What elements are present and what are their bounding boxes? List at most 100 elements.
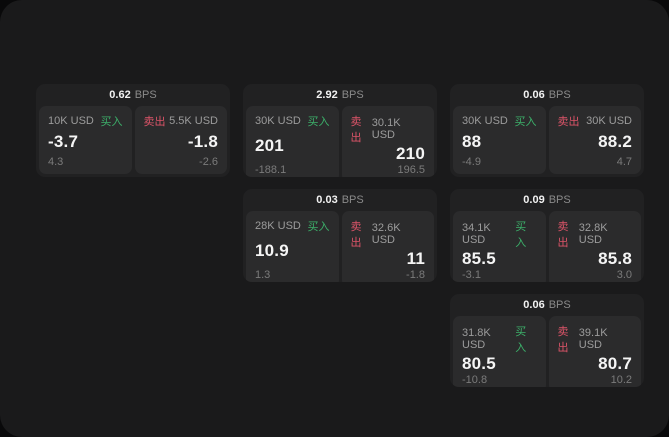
- buy-top-row: 30K USD 买入: [255, 113, 330, 129]
- buy-sub-value: -188.1: [255, 163, 287, 176]
- bps-unit-label: BPS: [341, 89, 364, 101]
- sell-price: 210: [396, 144, 425, 163]
- buy-price: 85.5: [462, 249, 496, 268]
- sell-panel[interactable]: 卖出 32.6K USD 11 -1.8: [341, 211, 434, 282]
- buy-amount: 28K USD: [255, 220, 301, 232]
- sell-amount: 39.1K USD: [578, 327, 608, 351]
- buy-top-row: 28K USD 买入: [255, 218, 330, 234]
- sell-price: 80.7: [598, 354, 632, 373]
- sell-side-label: 卖出: [557, 221, 569, 249]
- bps-value: 0.06: [523, 89, 545, 101]
- quote-card: 0.09 BPS 34.1K USD 买入 85.5 -3.1 卖出 32.8K…: [450, 189, 644, 282]
- bps-value: 2.92: [316, 89, 338, 101]
- buy-side-label: 买入: [514, 116, 537, 128]
- buy-side-label: 买入: [515, 221, 527, 249]
- quote-card: 0.06 BPS 31.8K USD 买入 80.5 -10.8 卖出 39.1…: [450, 294, 644, 387]
- sell-sub-value: 3.0: [616, 268, 632, 281]
- sell-amount: 30K USD: [586, 115, 632, 127]
- sell-sub-value: -1.8: [406, 268, 425, 281]
- quote-card: 0.62 BPS 10K USD 买入 -3.7 4.3 卖出 5.5K USD…: [36, 84, 230, 177]
- sell-panel[interactable]: 卖出 30K USD 88.2 4.7: [548, 106, 641, 174]
- panels: 30K USD 买入 201 -188.1 卖出 30.1K USD 210 1…: [243, 106, 437, 177]
- bps-unit-label: BPS: [548, 89, 571, 101]
- card-header: 2.92 BPS: [243, 84, 437, 106]
- card-header: 0.06 BPS: [450, 294, 644, 316]
- buy-side-label: 买入: [307, 221, 330, 233]
- buy-sub-value: -10.8: [462, 373, 488, 386]
- buy-amount: 30K USD: [255, 115, 301, 127]
- sell-amount: 32.8K USD: [578, 222, 608, 246]
- buy-price: 10.9: [255, 241, 289, 260]
- sell-sub-value: 10.2: [610, 373, 632, 386]
- sell-top-row: 卖出 32.8K USD: [558, 218, 633, 250]
- bps-value: 0.06: [523, 299, 545, 311]
- buy-price: 201: [255, 136, 284, 155]
- sell-top-row: 卖出 32.6K USD: [351, 218, 426, 250]
- sell-panel[interactable]: 卖出 5.5K USD -1.8 -2.6: [134, 106, 227, 174]
- buy-top-row: 10K USD 买入: [48, 113, 123, 129]
- sell-sub-value: 196.5: [397, 163, 425, 176]
- quote-card: 0.06 BPS 30K USD 买入 88 -4.9 卖出 30K USD 8…: [450, 84, 644, 177]
- buy-amount: 31.8K USD: [462, 327, 491, 351]
- sell-side-label: 卖出: [557, 116, 580, 128]
- buy-panel[interactable]: 30K USD 买入 201 -188.1: [246, 106, 339, 177]
- card-header: 0.03 BPS: [243, 189, 437, 211]
- quote-card: 2.92 BPS 30K USD 买入 201 -188.1 卖出 30.1K …: [243, 84, 437, 177]
- sell-panel[interactable]: 卖出 30.1K USD 210 196.5: [341, 106, 434, 177]
- quote-board: 0.62 BPS 10K USD 买入 -3.7 4.3 卖出 5.5K USD…: [36, 84, 644, 387]
- buy-side-label: 买入: [515, 326, 527, 354]
- buy-amount: 10K USD: [48, 115, 94, 127]
- sell-side-label: 卖出: [350, 221, 362, 249]
- sell-top-row: 卖出 5.5K USD: [144, 113, 219, 129]
- sell-amount: 30.1K USD: [371, 117, 401, 141]
- sell-price: 85.8: [598, 249, 632, 268]
- sell-side-label: 卖出: [557, 326, 569, 354]
- sell-sub-value: 4.7: [616, 156, 632, 168]
- bps-unit-label: BPS: [134, 89, 157, 101]
- sell-top-row: 卖出 39.1K USD: [558, 323, 633, 355]
- sell-panel[interactable]: 卖出 39.1K USD 80.7 10.2: [548, 316, 641, 387]
- card-header: 0.06 BPS: [450, 84, 644, 106]
- buy-side-label: 买入: [100, 116, 123, 128]
- sell-sub-value: -2.6: [199, 156, 218, 168]
- sell-top-row: 卖出 30K USD: [558, 113, 633, 129]
- sell-panel[interactable]: 卖出 32.8K USD 85.8 3.0: [548, 211, 641, 282]
- buy-side-label: 买入: [307, 116, 330, 128]
- sell-price: 11: [406, 249, 425, 268]
- buy-amount: 34.1K USD: [462, 222, 491, 246]
- sell-amount: 5.5K USD: [169, 115, 218, 127]
- buy-price: 80.5: [462, 354, 496, 373]
- panels: 34.1K USD 买入 85.5 -3.1 卖出 32.8K USD 85.8…: [450, 211, 644, 282]
- buy-sub-value: -3.1: [462, 268, 481, 281]
- bps-unit-label: BPS: [548, 194, 571, 206]
- buy-sub-value: 4.3: [48, 156, 64, 168]
- buy-sub-value: -4.9: [462, 156, 481, 168]
- bps-unit-label: BPS: [548, 299, 571, 311]
- buy-top-row: 31.8K USD 买入: [462, 323, 537, 355]
- buy-panel[interactable]: 31.8K USD 买入 80.5 -10.8: [453, 316, 546, 387]
- buy-panel[interactable]: 28K USD 买入 10.9 1.3: [246, 211, 339, 282]
- buy-panel[interactable]: 30K USD 买入 88 -4.9: [453, 106, 546, 174]
- sell-price: -1.8: [187, 132, 218, 152]
- panels: 30K USD 买入 88 -4.9 卖出 30K USD 88.2 4.7: [450, 106, 644, 177]
- panels: 28K USD 买入 10.9 1.3 卖出 32.6K USD 11 -1.8: [243, 211, 437, 282]
- card-header: 0.09 BPS: [450, 189, 644, 211]
- sell-price: 88.2: [598, 132, 632, 152]
- bps-unit-label: BPS: [341, 194, 364, 206]
- sell-amount: 32.6K USD: [371, 222, 401, 246]
- buy-panel[interactable]: 10K USD 买入 -3.7 4.3: [39, 106, 132, 174]
- bps-value: 0.62: [109, 89, 131, 101]
- panels: 31.8K USD 买入 80.5 -10.8 卖出 39.1K USD 80.…: [450, 316, 644, 387]
- card-header: 0.62 BPS: [36, 84, 230, 106]
- sell-top-row: 卖出 30.1K USD: [351, 113, 426, 145]
- buy-price: 88: [462, 132, 482, 152]
- buy-panel[interactable]: 34.1K USD 买入 85.5 -3.1: [453, 211, 546, 282]
- sell-side-label: 卖出: [143, 116, 166, 128]
- bps-value: 0.03: [316, 194, 338, 206]
- buy-amount: 30K USD: [462, 115, 508, 127]
- quote-card: 0.03 BPS 28K USD 买入 10.9 1.3 卖出 32.6K US…: [243, 189, 437, 282]
- buy-top-row: 34.1K USD 买入: [462, 218, 537, 250]
- sell-side-label: 卖出: [350, 116, 362, 144]
- buy-price: -3.7: [48, 132, 79, 152]
